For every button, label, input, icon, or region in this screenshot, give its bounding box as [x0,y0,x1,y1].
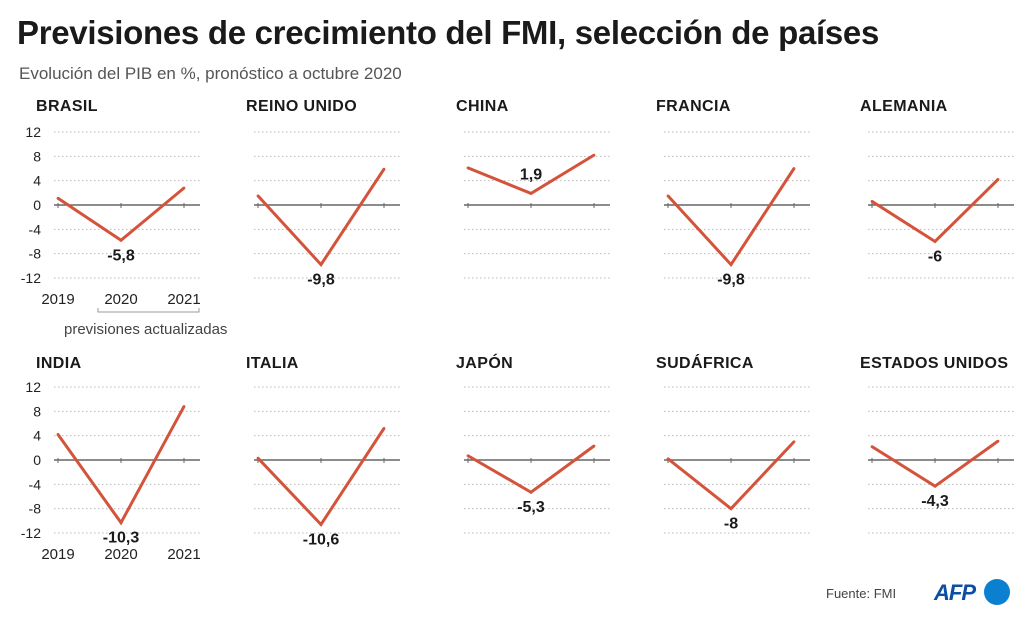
data-point-sudafrica-2019 [666,457,670,461]
data-point-alemania-2020 [933,240,937,243]
afp-logo-text: AFP [934,580,976,605]
data-point-india-2021 [182,405,186,408]
data-point-brasil-2021 [182,186,186,190]
data-point-china-2020 [529,192,533,195]
series-line-sudafrica [667,440,796,511]
data-point-india-2019 [56,433,60,436]
y-tick-label-india: -4 [29,476,42,492]
data-point-francia-2019 [666,194,670,198]
data-label-brasil: -5,8 [107,247,135,264]
data-label-alemania: -6 [928,249,942,266]
panel-title-francia: FRANCIA [656,98,731,115]
y-tick-label-brasil: 0 [33,197,41,213]
x-tick-label-india-2021: 2021 [167,546,200,563]
data-point-reino-unido-2020 [319,263,323,267]
data-point-estados-unidos-2019 [870,445,874,449]
data-label-estados-unidos: -4,3 [921,493,949,510]
y-tick-label-brasil: -12 [21,270,41,286]
data-point-sudafrica-2021 [792,440,796,444]
x-tick-label-india-2019: 2019 [41,546,74,563]
data-label-japon: -5,3 [517,499,545,516]
series-line-italia [256,427,386,527]
data-point-italia-2019 [256,456,260,460]
panel-title-japon: JAPÓN [456,355,514,372]
series-line-japon [467,444,595,495]
data-point-alemania-2021 [996,178,1000,181]
data-label-italia: -10,6 [303,531,340,548]
panel-title-china: CHINA [456,98,509,115]
y-tick-label-brasil: 4 [33,173,41,189]
series-line-alemania [871,178,1000,244]
forecast-bracket [97,308,200,313]
x-tick-label-brasil-2019: 2019 [41,291,74,308]
y-tick-label-india: 8 [33,403,41,419]
data-point-alemania-2019 [870,199,874,203]
data-point-italia-2020 [319,523,323,526]
data-point-reino-unido-2019 [256,194,260,198]
panel-title-estados-unidos: ESTADOS UNIDOS [860,355,1009,372]
series-line-estados-unidos [871,439,999,488]
y-tick-label-india: 4 [33,428,41,444]
series-line-india [56,405,186,526]
data-point-japon-2021 [592,444,596,448]
x-tick-label-brasil-2020: 2020 [104,291,137,308]
data-label-reino-unido: -9,8 [307,272,335,289]
panel-title-india: INDIA [36,355,82,372]
y-tick-label-india: -8 [29,501,42,517]
x-tick-label-india-2020: 2020 [104,546,137,563]
chart-title: Previsiones de crecimiento del FMI, sele… [17,14,880,51]
data-point-francia-2021 [792,167,796,170]
data-point-china-2021 [592,153,596,157]
y-tick-label-brasil: 12 [25,124,41,140]
data-point-china-2019 [466,166,470,170]
y-tick-label-india: -12 [21,525,41,541]
panel-title-reino-unido: REINO UNIDO [246,98,358,115]
source-note: Fuente: FMI [826,586,897,601]
data-point-estados-unidos-2021 [996,439,1000,443]
data-point-brasil-2019 [56,196,60,200]
panel-title-italia: ITALIA [246,355,299,372]
data-label-china: 1,9 [520,166,542,183]
series-line-brasil [57,186,185,243]
y-tick-label-brasil: 8 [33,148,41,164]
afp-logo: AFP [934,578,1014,608]
data-point-japon-2019 [466,454,470,458]
data-label-sudafrica: -8 [724,516,738,533]
x-tick-label-brasil-2021: 2021 [167,291,200,308]
y-tick-label-brasil: -8 [29,246,42,262]
data-point-india-2020 [119,521,123,525]
data-point-francia-2020 [729,263,733,267]
data-point-italia-2021 [382,426,386,430]
series-line-francia [666,167,796,268]
data-point-japon-2020 [529,490,533,494]
data-label-francia: -9,8 [717,272,745,289]
data-point-sudafrica-2020 [729,507,733,511]
panel-title-sudafrica: SUDÁFRICA [656,355,754,372]
panel-title-alemania: ALEMANIA [860,98,948,115]
y-tick-label-india: 0 [33,452,41,468]
y-tick-label-brasil: -4 [29,221,42,237]
panel-title-brasil: BRASIL [36,98,98,115]
chart-subtitle: Evolución del PIB en %, pronóstico a oct… [19,64,402,83]
data-point-reino-unido-2021 [382,167,386,171]
data-label-india: -10,3 [103,530,140,547]
data-point-estados-unidos-2020 [933,484,937,488]
y-tick-label-india: 12 [25,379,41,395]
series-line-reino-unido [256,168,386,268]
forecast-bracket-label: previsiones actualizadas [64,321,227,338]
data-point-brasil-2020 [119,238,123,242]
afp-logo-dot-icon [984,579,1010,605]
